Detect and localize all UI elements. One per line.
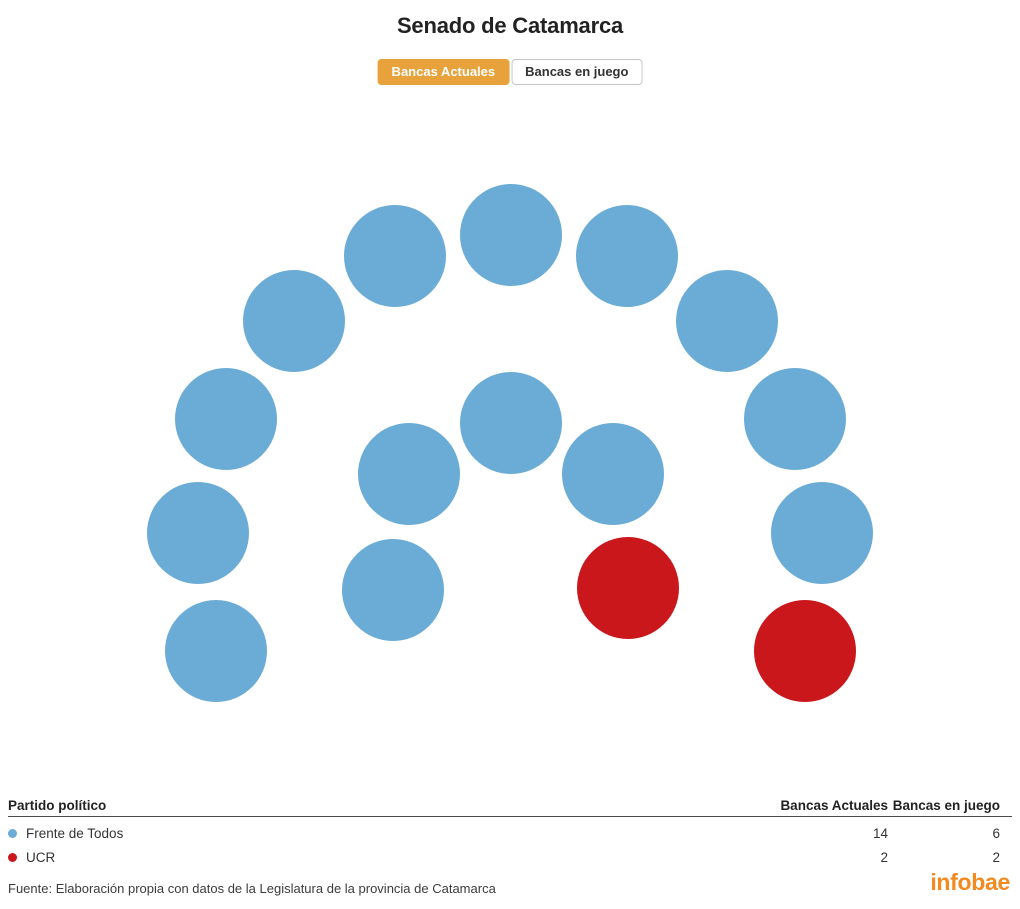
column-bancas-en-juego: Bancas en juego xyxy=(888,795,1012,817)
seat[interactable] xyxy=(344,205,446,307)
bancas-en-juego-value: 6 xyxy=(992,825,1000,841)
bancas-actuales-value: 14 xyxy=(872,825,888,841)
bancas-en-juego-value: 2 xyxy=(992,849,1000,865)
bancas-actuales-button[interactable]: Bancas Actuales xyxy=(377,59,510,85)
view-toggle: Bancas Actuales Bancas en juego xyxy=(377,59,643,85)
bancas-actuales-value: 2 xyxy=(880,849,888,865)
seat[interactable] xyxy=(460,372,562,474)
seat[interactable] xyxy=(460,184,562,286)
seat[interactable] xyxy=(147,482,249,584)
source-note: Fuente: Elaboración propia con datos de … xyxy=(8,881,496,896)
seat[interactable] xyxy=(771,482,873,584)
seat[interactable] xyxy=(243,270,345,372)
table-header-row: Partido político Bancas Actuales Bancas … xyxy=(8,795,1012,817)
seat[interactable] xyxy=(744,368,846,470)
column-partido-politico: Partido político xyxy=(8,795,748,817)
bancas-en-juego-button[interactable]: Bancas en juego xyxy=(511,59,643,85)
party-name: UCR xyxy=(26,849,56,865)
party-cell: Frente de Todos xyxy=(8,817,748,846)
party-name: Frente de Todos xyxy=(26,825,124,841)
party-table-wrap: Partido político Bancas Actuales Bancas … xyxy=(8,795,1012,869)
seat[interactable] xyxy=(175,368,277,470)
party-color-dot xyxy=(8,828,17,838)
infobae-logo[interactable]: infobae xyxy=(930,869,1010,895)
party-table: Partido político Bancas Actuales Bancas … xyxy=(8,795,1012,869)
seat[interactable] xyxy=(562,423,664,525)
seat[interactable] xyxy=(165,600,267,702)
party-color-dot xyxy=(8,852,17,862)
party-cell: UCR xyxy=(8,845,748,869)
seat[interactable] xyxy=(342,539,444,641)
table-row: Frente de Todos 14 6 xyxy=(8,817,1012,846)
table-body: Frente de Todos 14 6 UCR 2 2 xyxy=(8,817,1012,870)
table-row: UCR 2 2 xyxy=(8,845,1012,869)
seat[interactable] xyxy=(576,205,678,307)
page-title: Senado de Catamarca xyxy=(396,13,624,38)
seat[interactable] xyxy=(754,600,856,702)
seat[interactable] xyxy=(577,537,679,639)
seat[interactable] xyxy=(676,270,778,372)
column-bancas-actuales: Bancas Actuales xyxy=(748,795,888,817)
seat[interactable] xyxy=(358,423,460,525)
